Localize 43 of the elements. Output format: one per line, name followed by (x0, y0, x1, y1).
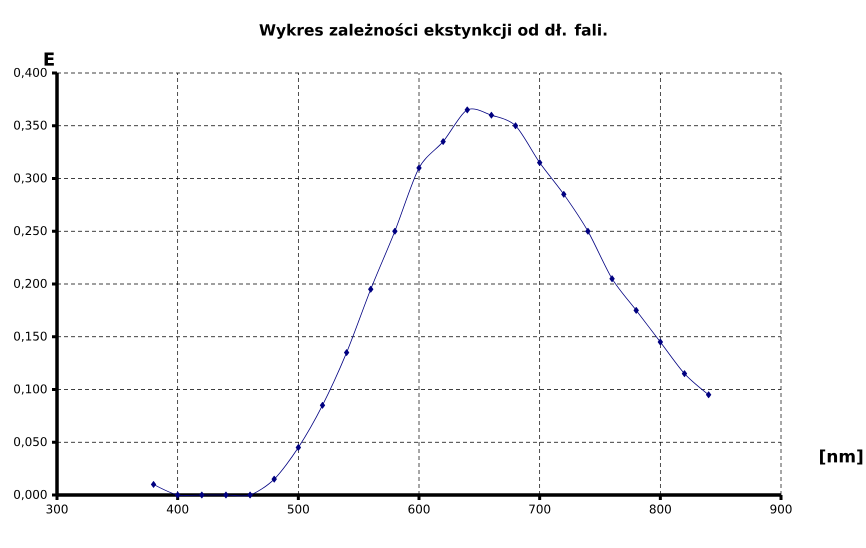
y-tick-label: 0,000 (14, 490, 47, 500)
x-tick-label: 700 (529, 504, 550, 514)
x-tick-label: 800 (650, 504, 671, 514)
y-tick-label: 0,250 (14, 226, 47, 236)
point (296, 444, 301, 451)
point (272, 476, 277, 483)
y-tick-label: 0,300 (14, 173, 47, 184)
point (344, 349, 350, 356)
x-axis-title: [nm] (820, 449, 862, 465)
point (682, 370, 688, 378)
point (320, 402, 326, 409)
point (537, 159, 542, 166)
point (464, 106, 470, 114)
point (392, 228, 398, 235)
point (634, 306, 639, 314)
x-tick-label: 600 (408, 504, 430, 514)
y-tick-label: 0,350 (14, 120, 47, 131)
y-tick-label: 0,400 (14, 68, 47, 78)
x-tick-label: 300 (46, 504, 68, 514)
point (706, 391, 712, 398)
point (440, 138, 446, 145)
point (223, 492, 229, 498)
y-tick-label: 0,050 (14, 437, 47, 448)
point (199, 492, 204, 498)
y-axis-title: E (44, 52, 54, 66)
x-tick-label: 500 (288, 504, 309, 514)
point (609, 275, 615, 282)
point (368, 286, 374, 293)
y-tick-label: 0,150 (14, 332, 47, 342)
y-tick-label: 0,200 (14, 278, 47, 290)
point (247, 492, 253, 498)
point (175, 492, 180, 498)
x-tick-label: 400 (166, 504, 188, 514)
point (150, 481, 156, 488)
point (416, 164, 422, 172)
point (488, 112, 494, 119)
point (561, 190, 566, 198)
point (585, 228, 591, 235)
point (658, 338, 663, 346)
x-tick-label: 900 (770, 504, 792, 514)
y-tick-label: 0,100 (14, 384, 47, 395)
point (512, 122, 518, 130)
chart-title: Wykres zależności ekstynkcji od dł. fali. (259, 23, 606, 39)
